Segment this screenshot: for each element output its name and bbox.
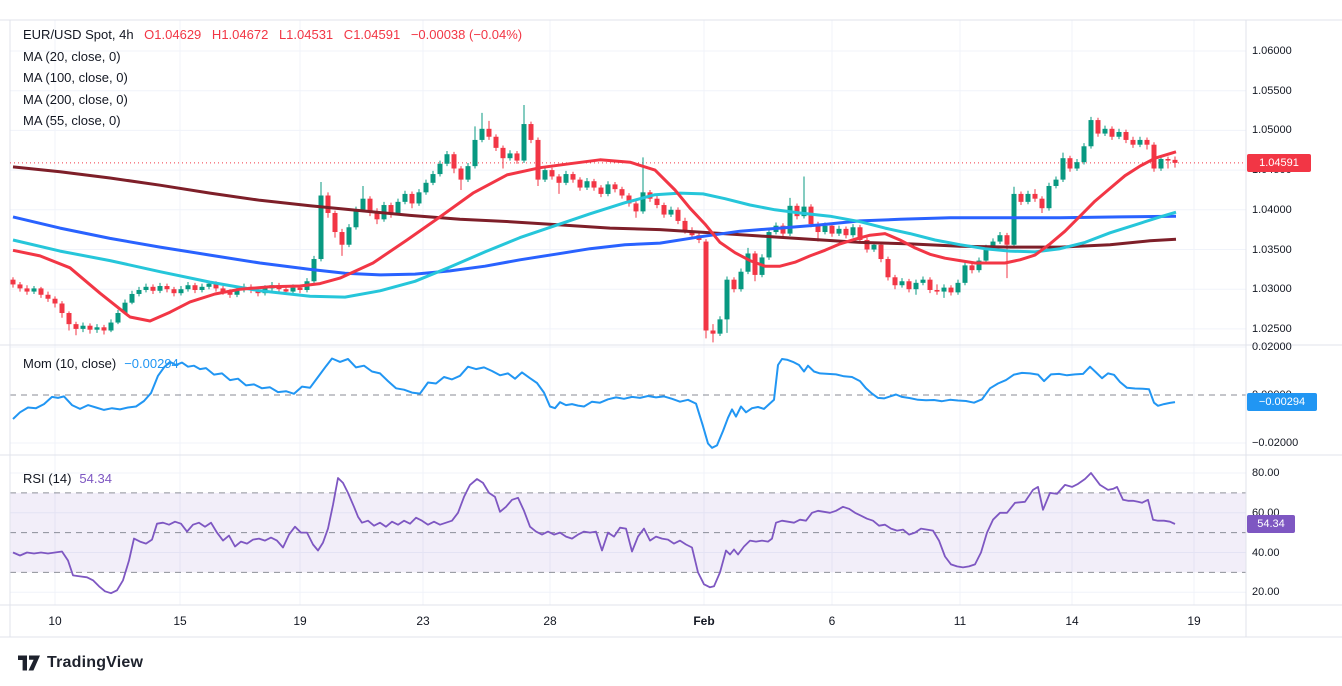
- ma-55-line[interactable]: [12, 191, 1177, 299]
- momentum-tick-label: −0.02000: [1252, 437, 1299, 449]
- rsi-tick-label: 20.00: [1252, 586, 1280, 599]
- tradingview-logo-text: TradingView: [47, 654, 144, 671]
- ma-200-line[interactable]: [12, 165, 1177, 249]
- rsi-line[interactable]: [12, 472, 1176, 595]
- rsi-legend-title: RSI (14): [23, 471, 72, 486]
- time-tick-label: 28: [543, 614, 557, 628]
- rsi-tick-label: 80.00: [1252, 467, 1280, 479]
- ma-200-legend[interactable]: MA (200, close, 0): [23, 91, 128, 107]
- ma-100-legend[interactable]: MA (100, close, 0): [23, 70, 128, 85]
- ohlc-high-value: 1.04672: [221, 27, 269, 42]
- ohlc-open-value: 1.04629: [154, 27, 202, 42]
- price-tick-label: 1.04000: [1252, 203, 1292, 216]
- time-tick-label: 23: [416, 614, 430, 628]
- ma-20-line[interactable]: [12, 150, 1177, 323]
- price-pane[interactable]: [10, 104, 1178, 343]
- last-price-badge: 1.04591: [1247, 154, 1311, 172]
- tradingview-logo[interactable]: TradingView: [18, 653, 143, 673]
- change-value: −0.00038 (−0.04%): [410, 27, 523, 42]
- time-tick-label: 6: [828, 614, 836, 628]
- price-tick-label: 1.03500: [1252, 243, 1292, 256]
- ma-55-legend[interactable]: MA (55, close, 0): [23, 113, 121, 128]
- time-tick-label: 10: [48, 614, 62, 628]
- ohlc-high-label: H: [211, 27, 222, 42]
- time-tick-label: 15: [173, 614, 187, 628]
- time-tick-label: 19: [293, 614, 307, 628]
- ohlc-open-label: O: [144, 27, 155, 42]
- time-tick-label: Feb: [693, 614, 715, 628]
- momentum-value-badge: −0.00294: [1247, 393, 1317, 411]
- price-tick-label: 1.06000: [1252, 45, 1292, 57]
- rsi-legend[interactable]: RSI (14) 54.34: [23, 471, 112, 486]
- momentum-legend-value: −0.00294: [124, 356, 179, 371]
- price-tick-label: 1.02500: [1252, 322, 1292, 335]
- rsi-legend-value: 54.34: [79, 471, 112, 486]
- tradingview-logo-icon: [18, 655, 40, 671]
- momentum-line[interactable]: [12, 357, 1176, 449]
- rsi-value-badge: 54.34: [1247, 515, 1295, 533]
- rsi-tick-label: 40.00: [1252, 546, 1280, 559]
- time-tick-label: 14: [1065, 614, 1079, 628]
- momentum-tick-label: 0.02000: [1252, 341, 1292, 353]
- time-tick-label: 19: [1187, 614, 1201, 628]
- ohlc-low-value: 1.04531: [286, 27, 334, 42]
- symbol-row: EUR/USD Spot, 4h O1.04629 H1.04672 L1.04…: [23, 24, 522, 46]
- ohlc-close-label: C: [343, 27, 354, 42]
- price-tick-label: 1.03000: [1252, 283, 1292, 296]
- chart-header: EUR/USD Spot, 4h O1.04629 H1.04672 L1.04…: [23, 24, 522, 132]
- price-tick-label: 1.05000: [1252, 124, 1292, 137]
- ma-20-legend[interactable]: MA (20, close, 0): [23, 48, 121, 64]
- ma-100-line[interactable]: [12, 214, 1177, 277]
- ohlc-close-value: 1.04591: [353, 27, 401, 42]
- ohlc-low-label: L: [278, 27, 287, 42]
- momentum-legend[interactable]: Mom (10, close) −0.00294: [23, 356, 179, 371]
- symbol-title[interactable]: EUR/USD Spot, 4h: [23, 27, 134, 42]
- time-tick-label: 11: [953, 614, 967, 628]
- momentum-legend-title: Mom (10, close): [23, 356, 117, 371]
- price-tick-label: 1.05500: [1252, 84, 1292, 97]
